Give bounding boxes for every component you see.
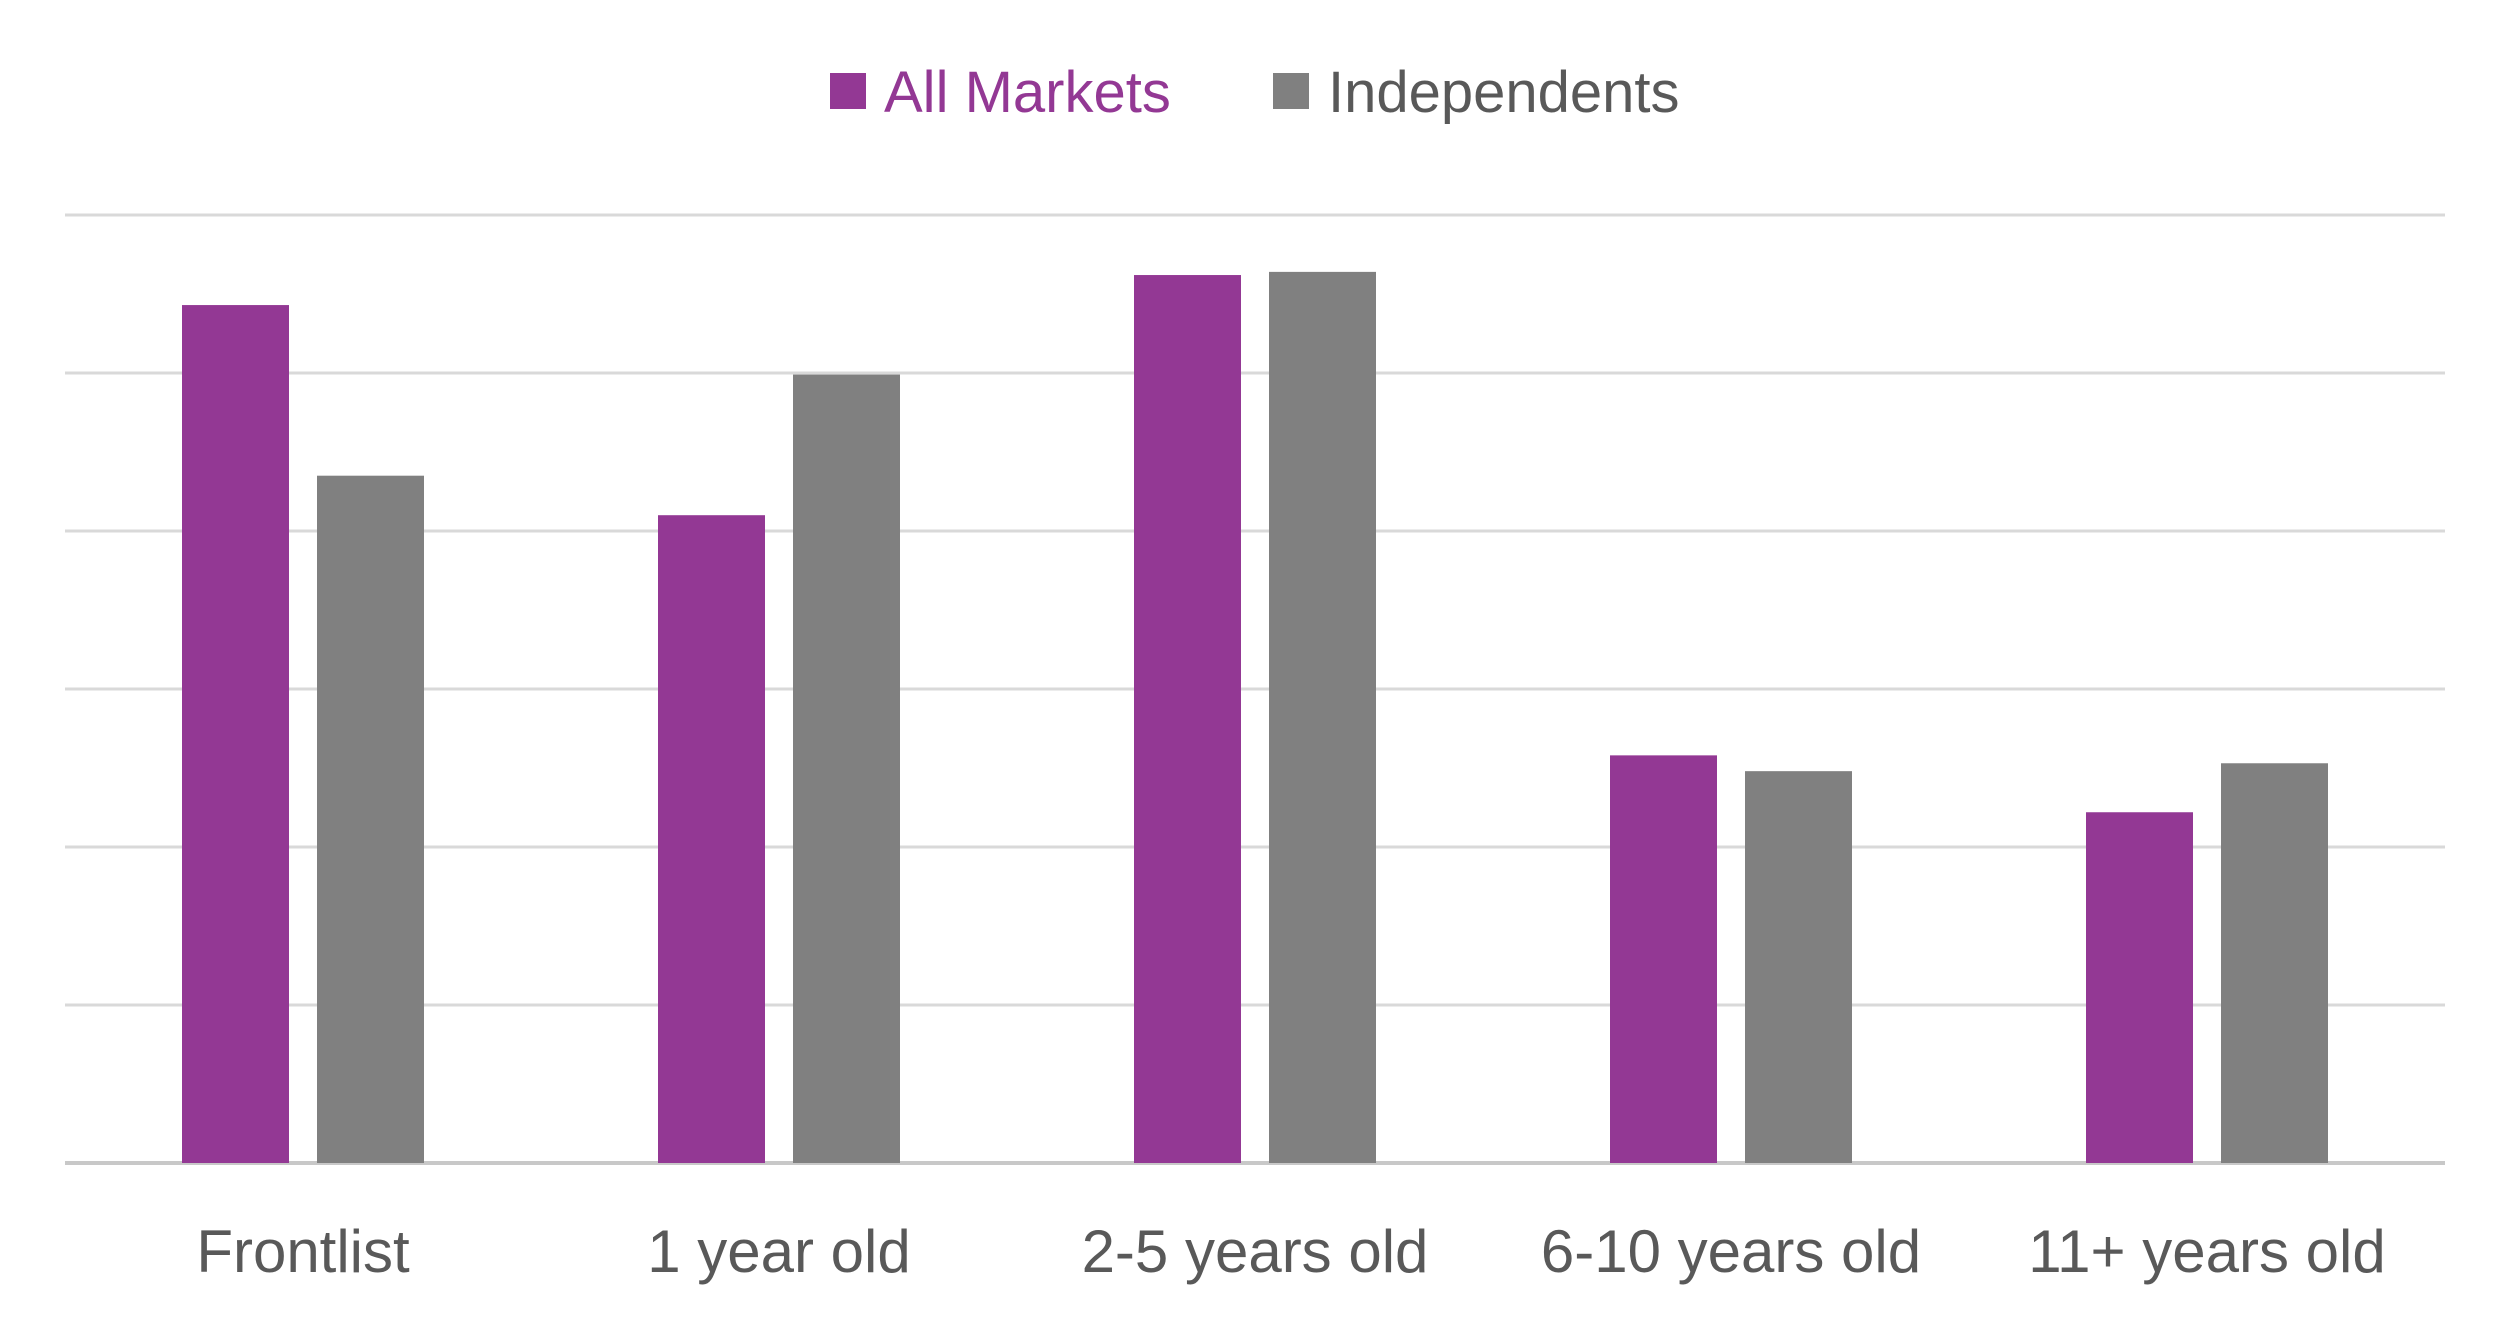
x-tick-label: 1 year old	[647, 1218, 911, 1285]
bar-independents-3	[1745, 771, 1852, 1163]
bar-all-markets-3	[1610, 755, 1717, 1163]
x-tick-label: Frontlist	[196, 1218, 410, 1285]
bars	[182, 271, 2328, 1164]
legend-label-independents: Independents	[1328, 60, 1680, 125]
gridlines	[65, 213, 2445, 1165]
bar-all-markets-2	[1134, 275, 1241, 1163]
x-tick-label: 2-5 years old	[1082, 1218, 1429, 1285]
bar-independents-0	[317, 475, 424, 1163]
x-tick-label: 6-10 years old	[1541, 1218, 1921, 1285]
bar-all-markets-1	[658, 515, 765, 1163]
legend-label-all-markets: All Markets	[884, 60, 1171, 125]
x-tick-label: 11+ years old	[2028, 1218, 2385, 1285]
legend-swatch-independents	[1273, 73, 1309, 109]
bar-independents-4	[2221, 763, 2328, 1163]
bar-all-markets-0	[182, 305, 289, 1163]
bar-all-markets-4	[2086, 812, 2193, 1163]
bar-independents-1	[793, 374, 900, 1164]
bar-independents-2	[1269, 271, 1376, 1163]
legend-swatch-all-markets	[830, 73, 866, 109]
legend: All Markets Independents	[830, 60, 1680, 125]
x-axis-tick-labels: Frontlist 1 year old 2-5 years old 6-10 yea…	[196, 1218, 2385, 1285]
